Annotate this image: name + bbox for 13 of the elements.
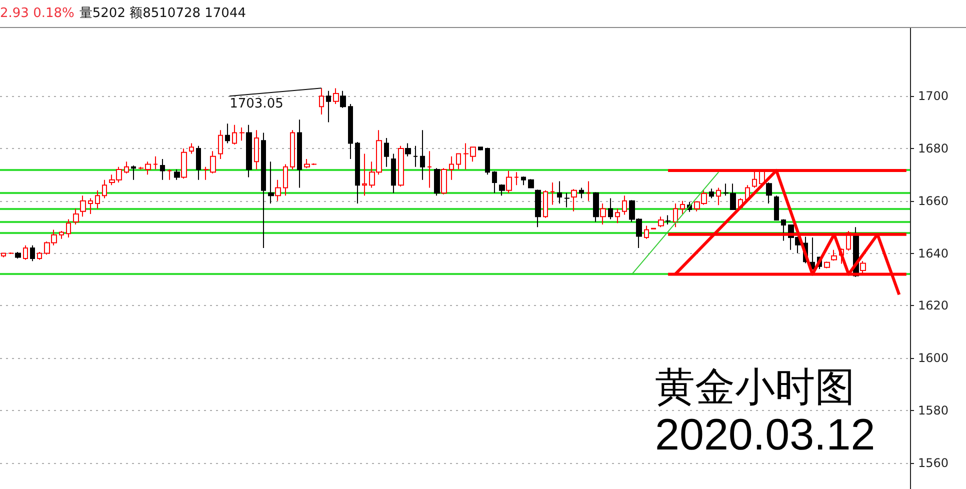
annotation: 1703.05 — [230, 96, 284, 112]
text: 2020.03.12 — [655, 410, 876, 460]
y-tick-label: 1640 — [918, 246, 949, 260]
y-tick-label: 1660 — [918, 194, 949, 208]
y-tick-label: 1580 — [918, 403, 949, 418]
y-tick-label: 1560 — [918, 456, 949, 470]
y-tick-label: 1620 — [918, 298, 949, 313]
text: 量5202 额8510728 17044 — [79, 6, 246, 21]
y-tick-label: 1600 — [918, 351, 949, 366]
text: 黄金小时图 — [655, 364, 855, 410]
text: 2.93 0.18% — [0, 6, 74, 21]
y-tick-label: 1700 — [918, 89, 949, 104]
y-tick-label: 1680 — [918, 141, 949, 156]
